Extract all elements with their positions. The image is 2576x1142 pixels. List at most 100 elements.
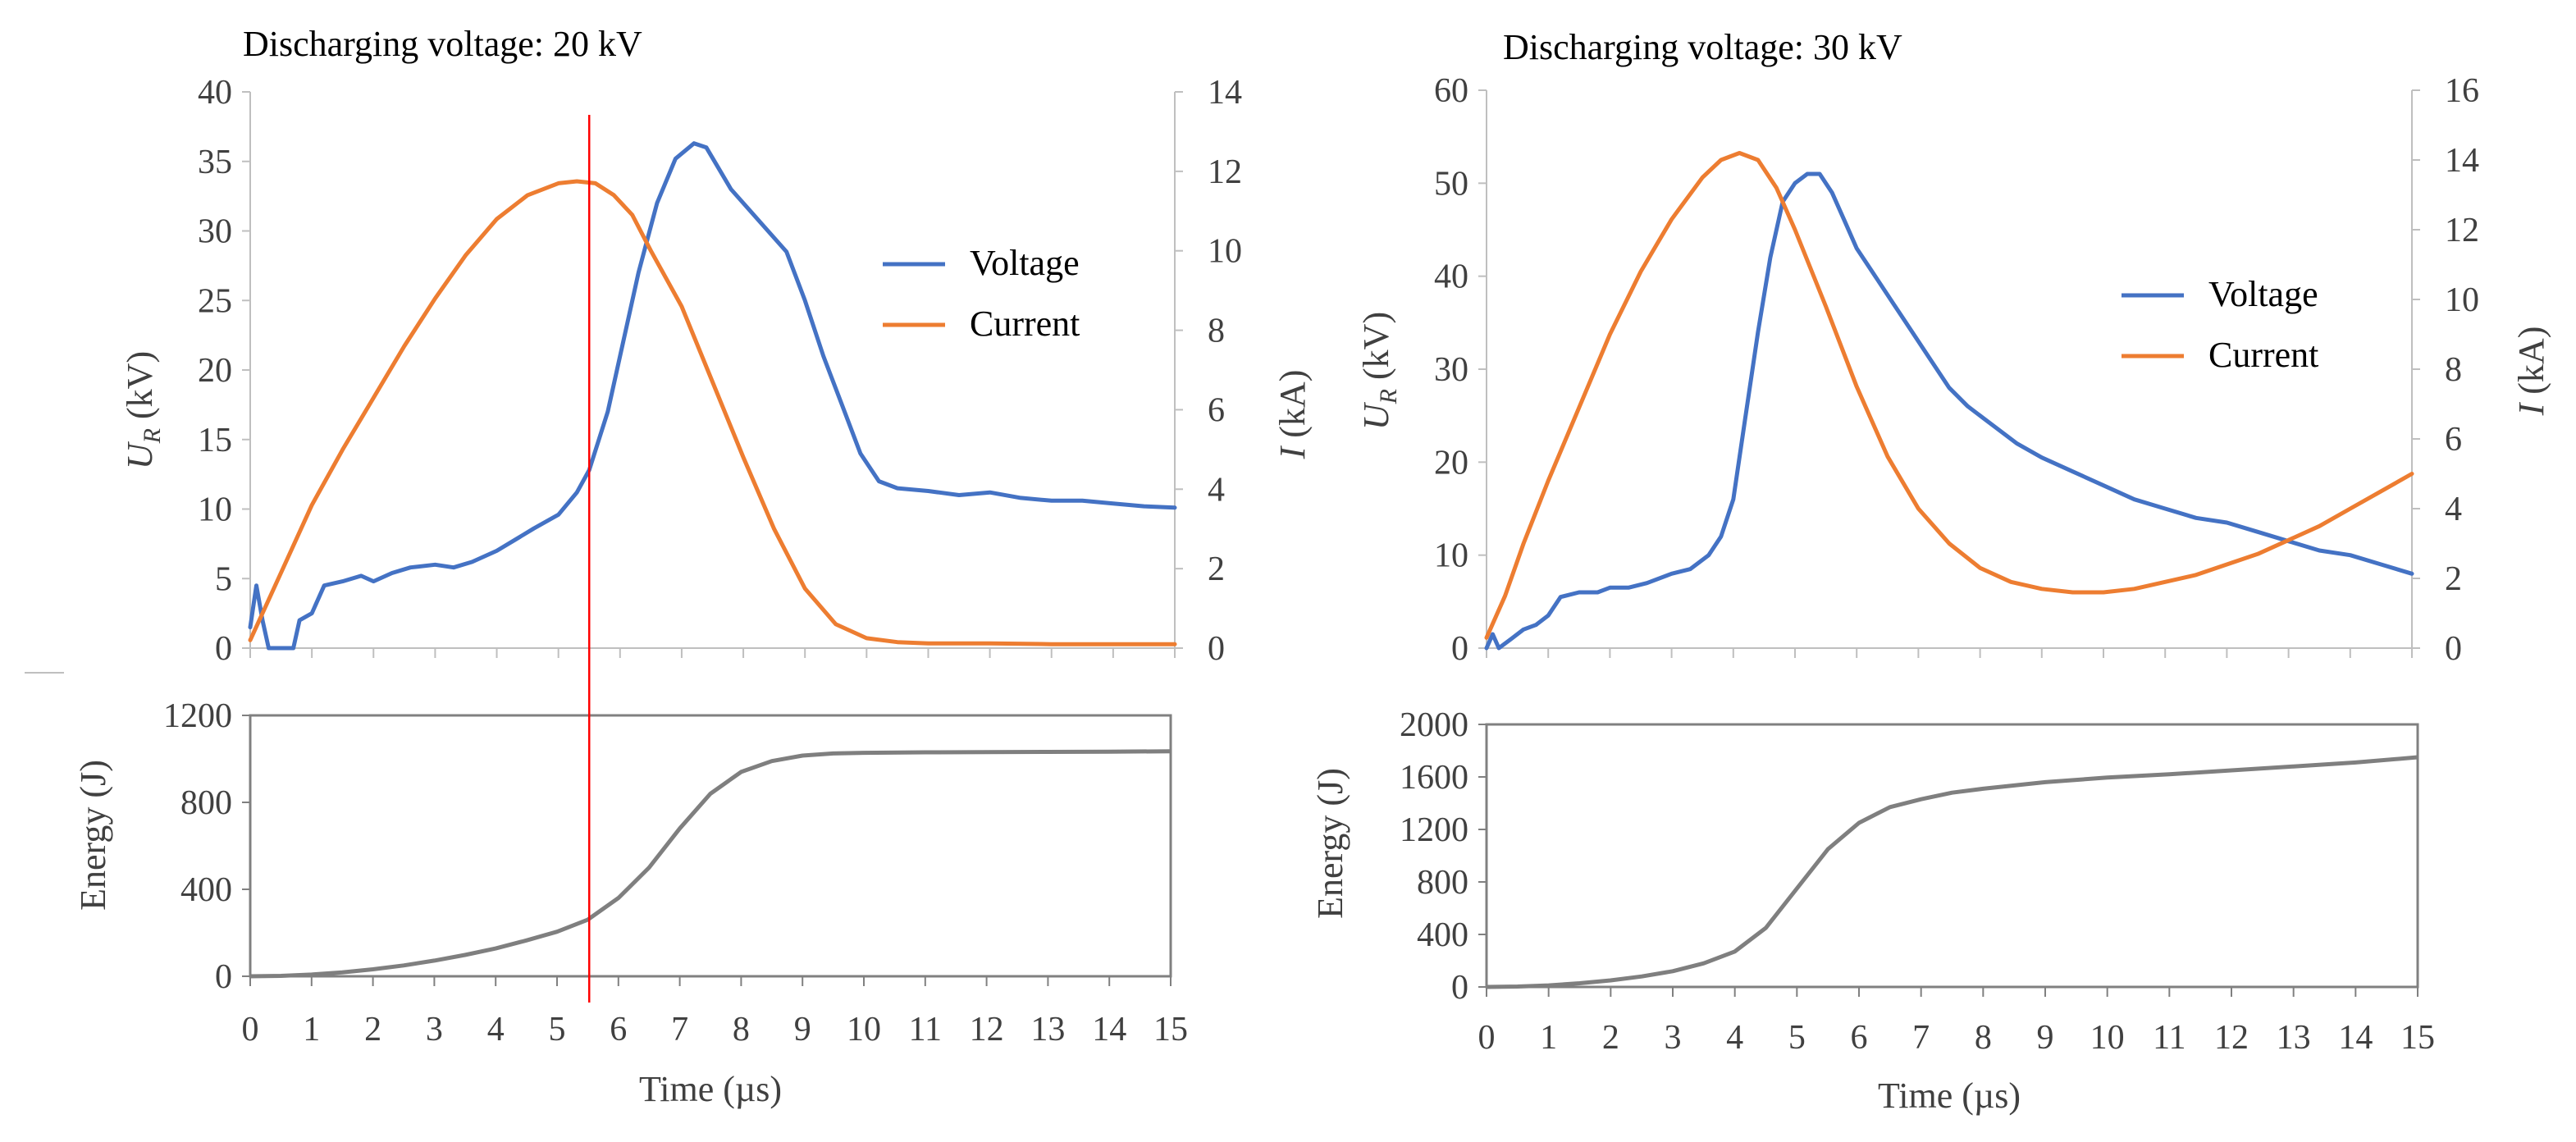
x-tick-label: 1 bbox=[303, 1011, 320, 1048]
right-y-tick-label: 2 bbox=[2445, 560, 2462, 598]
left-y-tick-label: 15 bbox=[198, 422, 232, 459]
ylabel-energy: Energy (J) bbox=[1310, 768, 1350, 919]
x-tick-label: 7 bbox=[1912, 1019, 1930, 1057]
energy-y-tick-label: 400 bbox=[1417, 916, 1468, 954]
left-y-tick-label: 60 bbox=[1434, 72, 1468, 110]
x-tick-label: 13 bbox=[2277, 1019, 2311, 1057]
right-y-tick-label: 4 bbox=[2445, 491, 2462, 528]
ylabel-voltage-unit: (kV) bbox=[1356, 312, 1396, 389]
right-y-tick-label: 4 bbox=[1208, 471, 1225, 509]
energy-series-line bbox=[1486, 755, 2418, 989]
current-series-line bbox=[1484, 151, 2414, 640]
ylabel-current-symbol: I bbox=[2511, 401, 2551, 416]
left-y-tick-label: 30 bbox=[1434, 351, 1468, 389]
ylabel-voltage-sub: R bbox=[1375, 389, 1402, 404]
energy-plot-frame bbox=[1485, 723, 2419, 989]
left-y-tick-label: 0 bbox=[1451, 630, 1468, 668]
right-y-tick-label: 14 bbox=[1208, 74, 1242, 112]
panel-title: Discharging voltage: 30 kV bbox=[1503, 27, 1902, 67]
ylabel-current: I (kA) bbox=[1272, 370, 1313, 460]
energy-series-line bbox=[249, 749, 1172, 979]
energy-y-tick-label: 1600 bbox=[1400, 759, 1468, 797]
energy-plot-frame bbox=[249, 714, 1172, 978]
voltage-series-line bbox=[1484, 171, 2414, 651]
x-tick-label: 0 bbox=[242, 1011, 259, 1048]
energy-y-tick-label: 400 bbox=[180, 871, 232, 909]
x-tick-label: 9 bbox=[794, 1011, 811, 1048]
legend-current-label: Current bbox=[970, 304, 1080, 344]
left-y-tick-label: 40 bbox=[1434, 258, 1468, 296]
right-y-tick-label: 8 bbox=[1208, 313, 1225, 350]
legend-voltage-label: Voltage bbox=[2208, 274, 2318, 314]
energy-y-tick-label: 0 bbox=[215, 958, 232, 996]
x-tick-label: 11 bbox=[909, 1011, 942, 1048]
energy-y-tick-label: 800 bbox=[1417, 864, 1468, 902]
right-y-tick-label: 8 bbox=[2445, 351, 2462, 389]
x-tick-label: 14 bbox=[2338, 1019, 2373, 1057]
ylabel-current-symbol: I bbox=[1272, 445, 1313, 459]
right-y-tick-label: 10 bbox=[2445, 281, 2479, 319]
x-tick-label: 4 bbox=[1726, 1019, 1743, 1057]
panel-title: Discharging voltage: 20 kV bbox=[243, 24, 642, 64]
x-tick-label: 6 bbox=[610, 1011, 627, 1048]
left-y-tick-label: 20 bbox=[198, 352, 232, 390]
ylabel-current-unit: (kA) bbox=[2511, 327, 2551, 404]
x-tick-label: 13 bbox=[1030, 1011, 1065, 1048]
left-y-tick-label: 35 bbox=[198, 144, 232, 181]
current-series-line bbox=[248, 179, 1177, 646]
right-y-tick-label: 0 bbox=[2445, 630, 2462, 668]
energy-y-tick-label: 0 bbox=[1451, 969, 1468, 1007]
panel-30kv: Discharging voltage: 30 kV UR (kV) I (kA… bbox=[1310, 27, 2551, 1116]
ylabel-voltage-symbol: U bbox=[1356, 401, 1396, 430]
left-y-tick-label: 10 bbox=[198, 491, 232, 529]
legend: Voltage Current bbox=[883, 243, 1080, 344]
left-y-tick-label: 50 bbox=[1434, 165, 1468, 203]
x-tick-label: 5 bbox=[1788, 1019, 1806, 1057]
ylabel-voltage-sub: R bbox=[139, 428, 166, 444]
left-y-tick-label: 25 bbox=[198, 282, 232, 320]
ylabel-current-unit: (kA) bbox=[1272, 370, 1313, 447]
left-y-tick-label: 5 bbox=[215, 560, 232, 598]
x-tick-label: 15 bbox=[1153, 1011, 1188, 1048]
right-y-tick-label: 16 bbox=[2445, 72, 2479, 110]
right-y-tick-label: 12 bbox=[1208, 153, 1242, 191]
right-y-tick-label: 2 bbox=[1208, 550, 1225, 588]
right-y-tick-label: 12 bbox=[2445, 212, 2479, 249]
ylabel-voltage: UR (kV) bbox=[120, 351, 166, 469]
x-tick-label: 11 bbox=[2153, 1019, 2185, 1057]
left-y-tick-label: 30 bbox=[198, 213, 232, 251]
x-tick-label: 1 bbox=[1540, 1019, 1557, 1057]
voltage-series-line bbox=[248, 141, 1177, 651]
x-tick-label: 4 bbox=[487, 1011, 505, 1048]
x-tick-label: 2 bbox=[364, 1011, 381, 1048]
xlabel-time: Time (µs) bbox=[639, 1069, 782, 1109]
legend-voltage-label: Voltage bbox=[970, 243, 1080, 283]
ylabel-energy: Energy (J) bbox=[73, 760, 113, 911]
right-y-tick-label: 14 bbox=[2445, 142, 2479, 180]
x-tick-label: 12 bbox=[970, 1011, 1004, 1048]
x-tick-label: 9 bbox=[2037, 1019, 2054, 1057]
x-tick-label: 8 bbox=[1975, 1019, 1992, 1057]
left-y-tick-label: 40 bbox=[198, 74, 232, 112]
energy-y-tick-label: 1200 bbox=[1400, 811, 1468, 849]
left-y-tick-label: 20 bbox=[1434, 444, 1468, 482]
xlabel-time: Time (µs) bbox=[1878, 1076, 2021, 1116]
energy-y-tick-label: 1200 bbox=[163, 697, 232, 735]
legend: Voltage Current bbox=[2122, 274, 2318, 375]
right-y-tick-label: 6 bbox=[2445, 421, 2462, 459]
left-y-tick-label: 10 bbox=[1434, 537, 1468, 575]
energy-y-tick-label: 800 bbox=[180, 784, 232, 822]
right-y-tick-label: 6 bbox=[1208, 391, 1225, 429]
x-tick-label: 3 bbox=[426, 1011, 443, 1048]
legend-current-label: Current bbox=[2208, 335, 2318, 375]
x-tick-label: 8 bbox=[733, 1011, 750, 1048]
x-tick-label: 2 bbox=[1602, 1019, 1619, 1057]
panel-20kv: Discharging voltage: 20 kV UR (kV) I (kA… bbox=[73, 24, 1313, 1109]
x-tick-label: 7 bbox=[671, 1011, 688, 1048]
x-tick-label: 10 bbox=[847, 1011, 881, 1048]
x-tick-label: 15 bbox=[2400, 1019, 2435, 1057]
x-tick-label: 6 bbox=[1851, 1019, 1868, 1057]
x-tick-label: 12 bbox=[2214, 1019, 2249, 1057]
ylabel-current: I (kA) bbox=[2511, 327, 2551, 417]
